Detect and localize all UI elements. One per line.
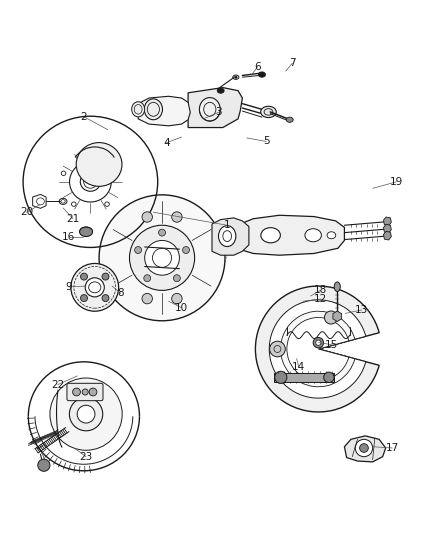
Ellipse shape [76,143,122,187]
Circle shape [144,274,151,281]
Text: 21: 21 [66,214,80,224]
Text: 23: 23 [80,451,93,462]
Circle shape [324,372,334,383]
Text: 7: 7 [289,58,295,68]
Ellipse shape [286,117,293,123]
Text: 17: 17 [385,443,399,453]
Ellipse shape [260,106,276,118]
Circle shape [77,405,95,423]
Circle shape [50,378,122,450]
Wedge shape [287,318,349,381]
Circle shape [172,212,182,222]
Circle shape [85,278,104,297]
Circle shape [142,293,153,304]
Polygon shape [344,436,386,462]
Text: 2: 2 [80,112,87,122]
Circle shape [316,340,321,345]
Polygon shape [384,231,391,240]
Circle shape [102,273,109,280]
Ellipse shape [132,102,145,117]
Polygon shape [384,217,391,225]
Circle shape [360,443,368,453]
Wedge shape [255,286,379,412]
Ellipse shape [218,225,236,247]
Text: 20: 20 [20,207,33,217]
Circle shape [38,459,50,471]
Text: 6: 6 [254,62,261,72]
Circle shape [355,439,373,457]
Circle shape [270,341,285,357]
Ellipse shape [258,72,265,77]
Polygon shape [333,311,342,321]
Text: 13: 13 [355,305,368,315]
Circle shape [73,388,80,396]
Text: 19: 19 [390,177,403,187]
Text: 1: 1 [224,220,230,230]
Polygon shape [232,215,344,255]
Circle shape [324,311,337,324]
Text: 18: 18 [314,285,327,295]
Ellipse shape [305,229,321,242]
Polygon shape [212,218,249,255]
Text: 12: 12 [314,294,327,304]
Circle shape [313,337,323,348]
Circle shape [99,195,225,321]
Circle shape [102,295,109,302]
Text: 22: 22 [51,379,65,390]
Text: 4: 4 [163,138,170,148]
Polygon shape [188,87,243,127]
Ellipse shape [199,98,220,121]
Polygon shape [138,96,190,126]
Ellipse shape [327,232,336,239]
Circle shape [183,247,190,254]
Text: 15: 15 [325,340,338,350]
Circle shape [275,372,287,383]
Text: 14: 14 [292,362,305,372]
Circle shape [159,229,166,236]
Text: 5: 5 [263,136,270,147]
Polygon shape [384,224,391,233]
Ellipse shape [235,76,237,78]
Ellipse shape [80,227,93,237]
Bar [274,373,334,382]
Wedge shape [281,311,355,387]
Circle shape [173,274,180,281]
FancyBboxPatch shape [67,383,103,401]
Circle shape [82,389,88,395]
Circle shape [80,295,87,302]
Circle shape [142,212,153,222]
Circle shape [135,247,142,254]
Wedge shape [269,300,366,398]
Circle shape [80,273,87,280]
Ellipse shape [261,228,281,243]
Circle shape [129,225,194,290]
Ellipse shape [217,88,224,93]
Text: 9: 9 [66,282,72,292]
Circle shape [69,398,103,431]
Circle shape [71,263,118,311]
Text: 3: 3 [215,107,222,117]
Circle shape [145,240,180,275]
Text: 10: 10 [175,303,188,313]
Circle shape [89,388,97,396]
Text: 16: 16 [62,232,75,242]
Circle shape [172,293,182,304]
Text: 8: 8 [118,288,124,298]
Ellipse shape [144,99,163,120]
Ellipse shape [334,282,340,292]
